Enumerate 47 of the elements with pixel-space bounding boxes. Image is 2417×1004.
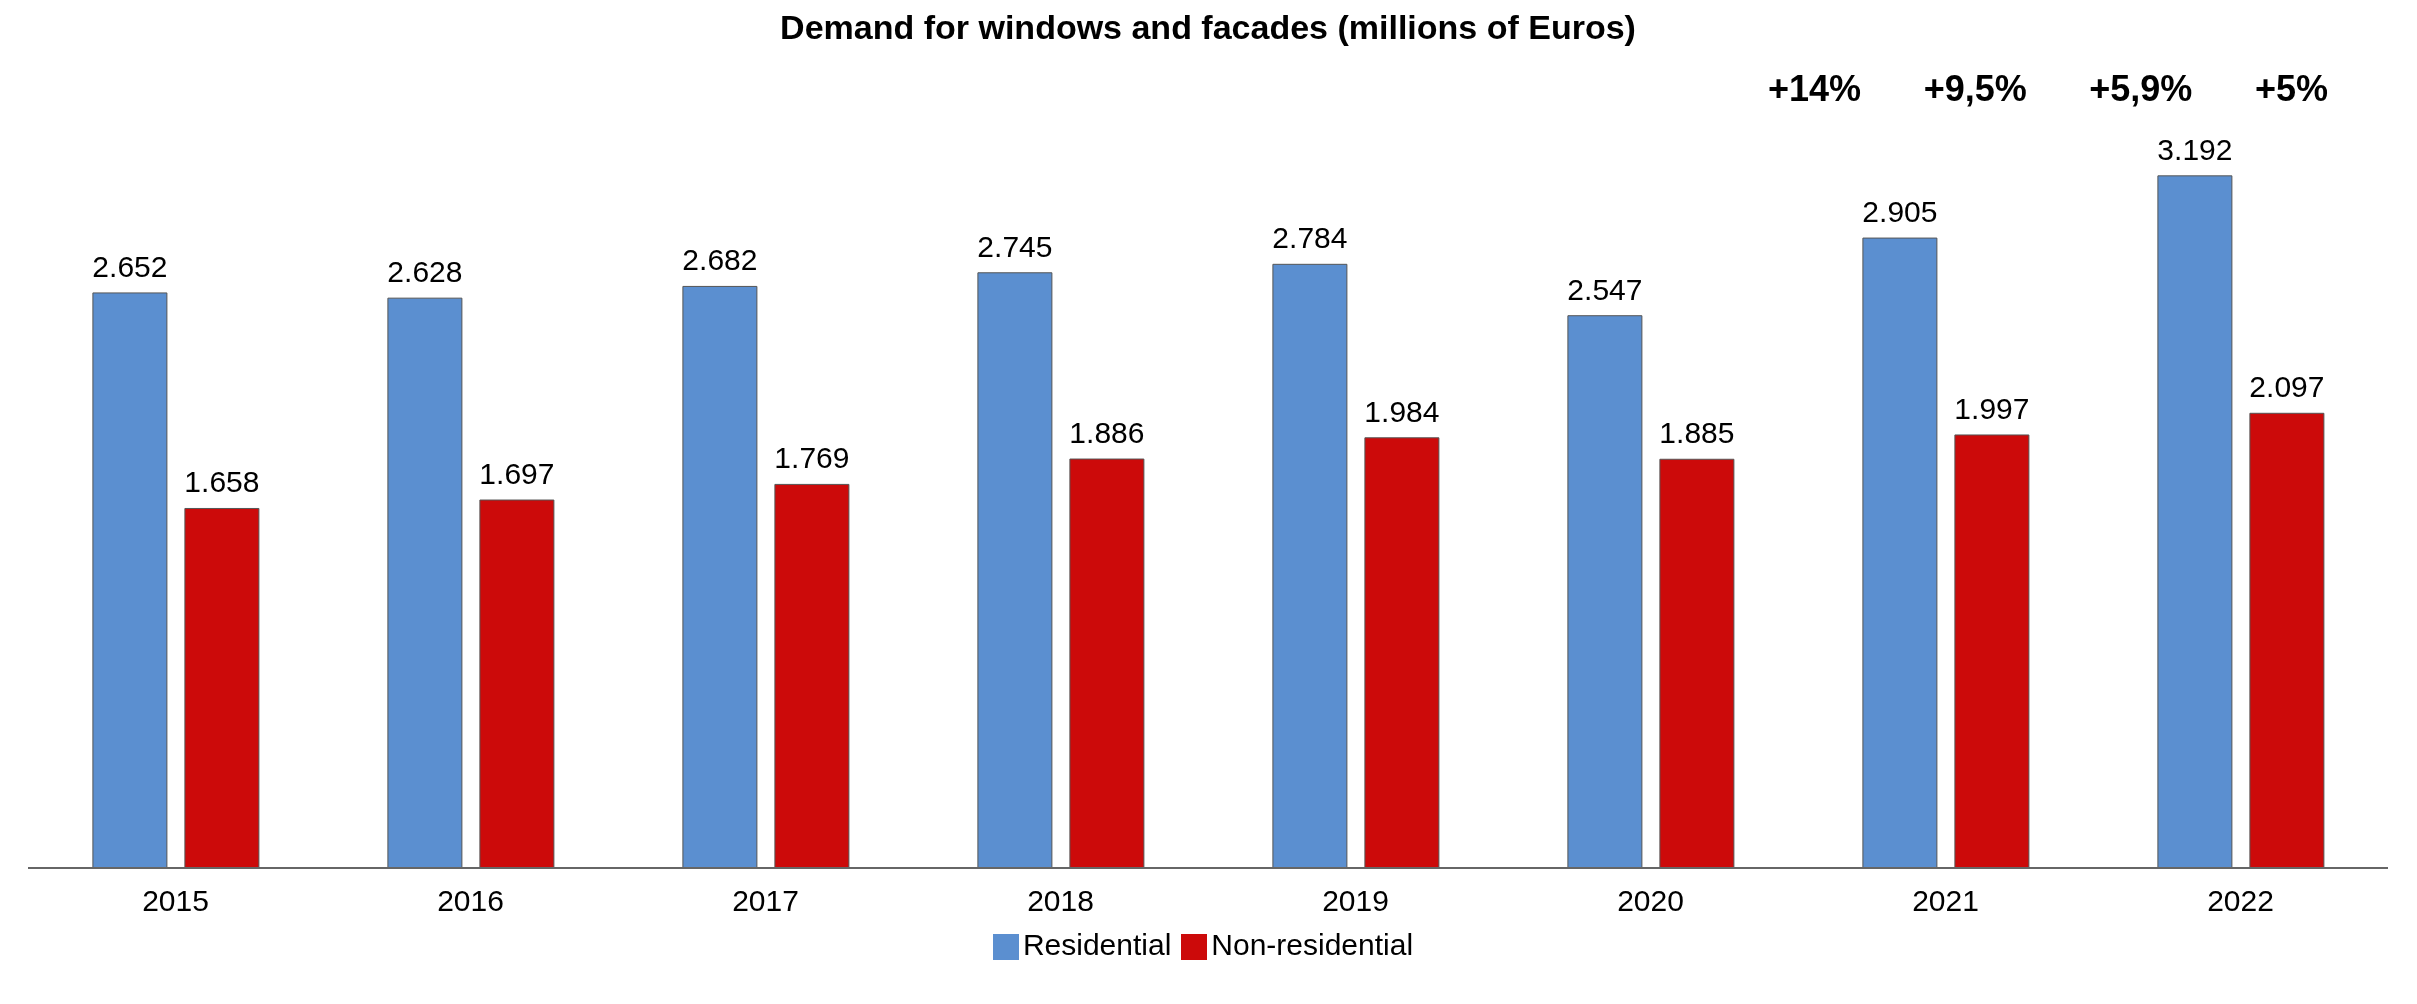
text: +9,5% [1923, 68, 2027, 110]
x-tick-label: 2017 [732, 884, 799, 918]
legend-label: Residential [1022, 928, 1172, 961]
legend-label: Non-residential [1211, 928, 1414, 961]
data-label: 2.745 [977, 229, 1053, 263]
x-tick-label: 2020 [1617, 884, 1684, 918]
data-label: 2.784 [1272, 221, 1348, 255]
data-label: 1.697 [479, 457, 555, 491]
data-label: 2.547 [1567, 272, 1643, 306]
bar [2249, 412, 2325, 869]
bar [1364, 437, 1440, 869]
bar [1272, 263, 1348, 869]
bar [1069, 458, 1145, 869]
bar [774, 483, 850, 869]
chart-title: Demand for windows and facades (millions of Euros) [779, 8, 1637, 48]
data-label: 1.885 [1659, 416, 1735, 450]
data-label: 2.905 [1862, 195, 1938, 229]
x-tick-label: 2022 [2207, 884, 2274, 918]
bar [1567, 315, 1643, 869]
data-label: 3.192 [2157, 132, 2233, 166]
data-label: 2.652 [92, 249, 168, 283]
text: +5,9% [2089, 68, 2193, 110]
bar [1954, 434, 2030, 869]
data-label: 1.658 [184, 465, 260, 499]
data-label: 1.886 [1069, 416, 1145, 450]
bar [682, 285, 758, 869]
bar [2157, 175, 2233, 869]
data-label: 2.097 [2249, 370, 2325, 404]
text: +14% [1768, 68, 1862, 110]
x-tick-label: 2016 [437, 884, 504, 918]
data-label: 1.984 [1364, 394, 1440, 428]
bar [92, 292, 168, 869]
text: +5% [2254, 68, 2328, 110]
bar [1862, 237, 1938, 869]
bar [479, 499, 555, 869]
x-tick-label: 2021 [1912, 884, 1979, 918]
x-tick-label: 2015 [142, 884, 209, 918]
bar [387, 297, 463, 869]
data-label: 2.628 [387, 255, 463, 289]
bar [977, 272, 1053, 869]
data-label: 1.997 [1954, 391, 2030, 425]
x-tick-label: 2018 [1027, 884, 1094, 918]
bar [184, 507, 260, 869]
bar [1659, 458, 1735, 869]
x-tick-label: 2019 [1322, 884, 1389, 918]
data-label: 1.769 [774, 441, 850, 475]
data-label: 2.682 [682, 243, 758, 277]
